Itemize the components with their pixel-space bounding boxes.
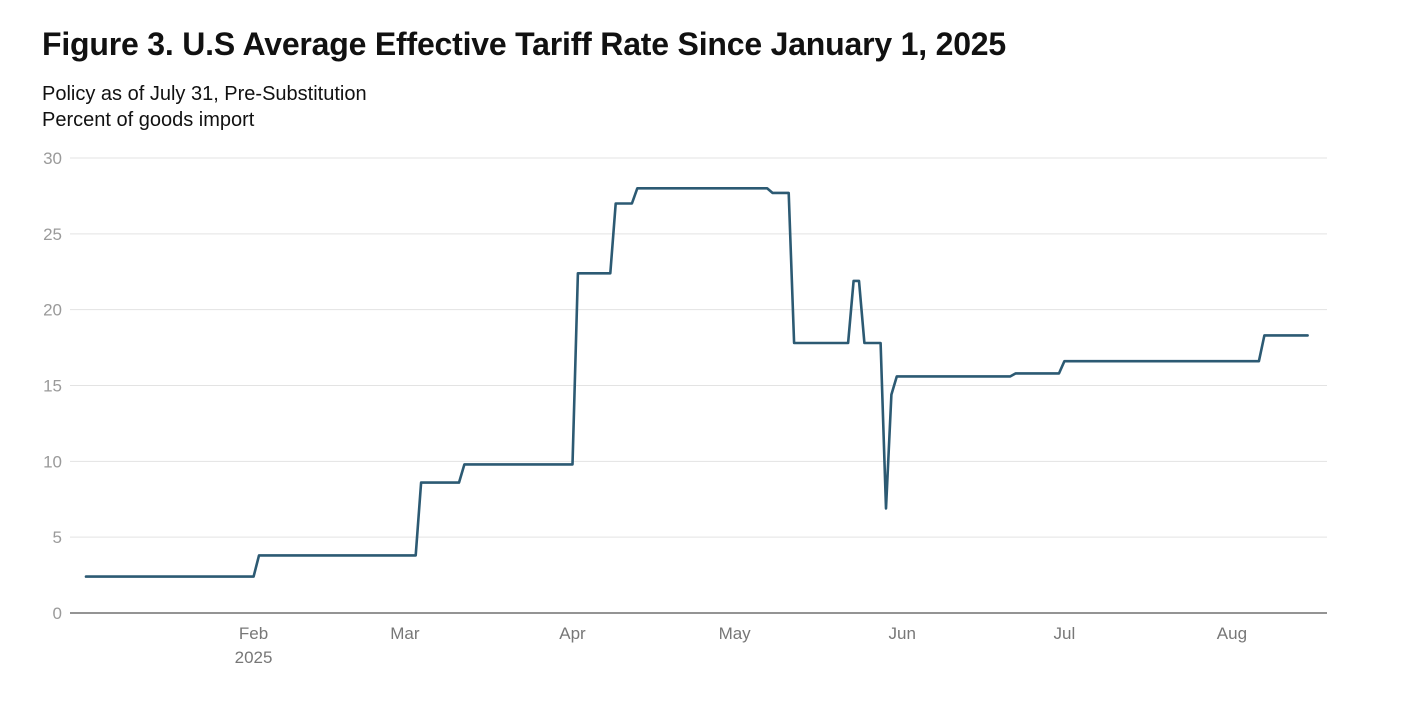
x-tick-label: Jul (1053, 624, 1075, 643)
y-tick-label: 0 (53, 604, 62, 623)
x-tick-label: Mar (390, 624, 420, 643)
y-tick-label: 20 (43, 301, 62, 320)
x-tick-label: Jun (888, 624, 915, 643)
x-tick-label: Feb (239, 624, 268, 643)
y-tick-label: 15 (43, 377, 62, 396)
y-tick-label: 10 (43, 452, 62, 471)
x-tick-label: Apr (559, 624, 586, 643)
x-axis-ticks: Feb 2025 Mar Apr May Jun Jul Aug (235, 624, 1247, 667)
series-group (84, 187, 1309, 578)
x-tick-sublabel: 2025 (235, 648, 273, 667)
chart-subtitle: Policy as of July 31, Pre-Substitution (42, 83, 367, 105)
y-tick-label: 30 (43, 149, 62, 168)
x-tick-label: May (719, 624, 752, 643)
y-tick-label: 25 (43, 225, 62, 244)
series-line (84, 187, 1309, 578)
chart-title: Figure 3. U.S Average Effective Tariff R… (42, 26, 1007, 62)
y-axis-unit-label: Percent of goods import (42, 109, 255, 131)
y-axis-ticks: 0 5 10 15 20 25 30 (43, 149, 62, 623)
x-tick-label: Aug (1217, 624, 1247, 643)
gridlines (70, 157, 1327, 538)
y-tick-label: 5 (53, 528, 62, 547)
